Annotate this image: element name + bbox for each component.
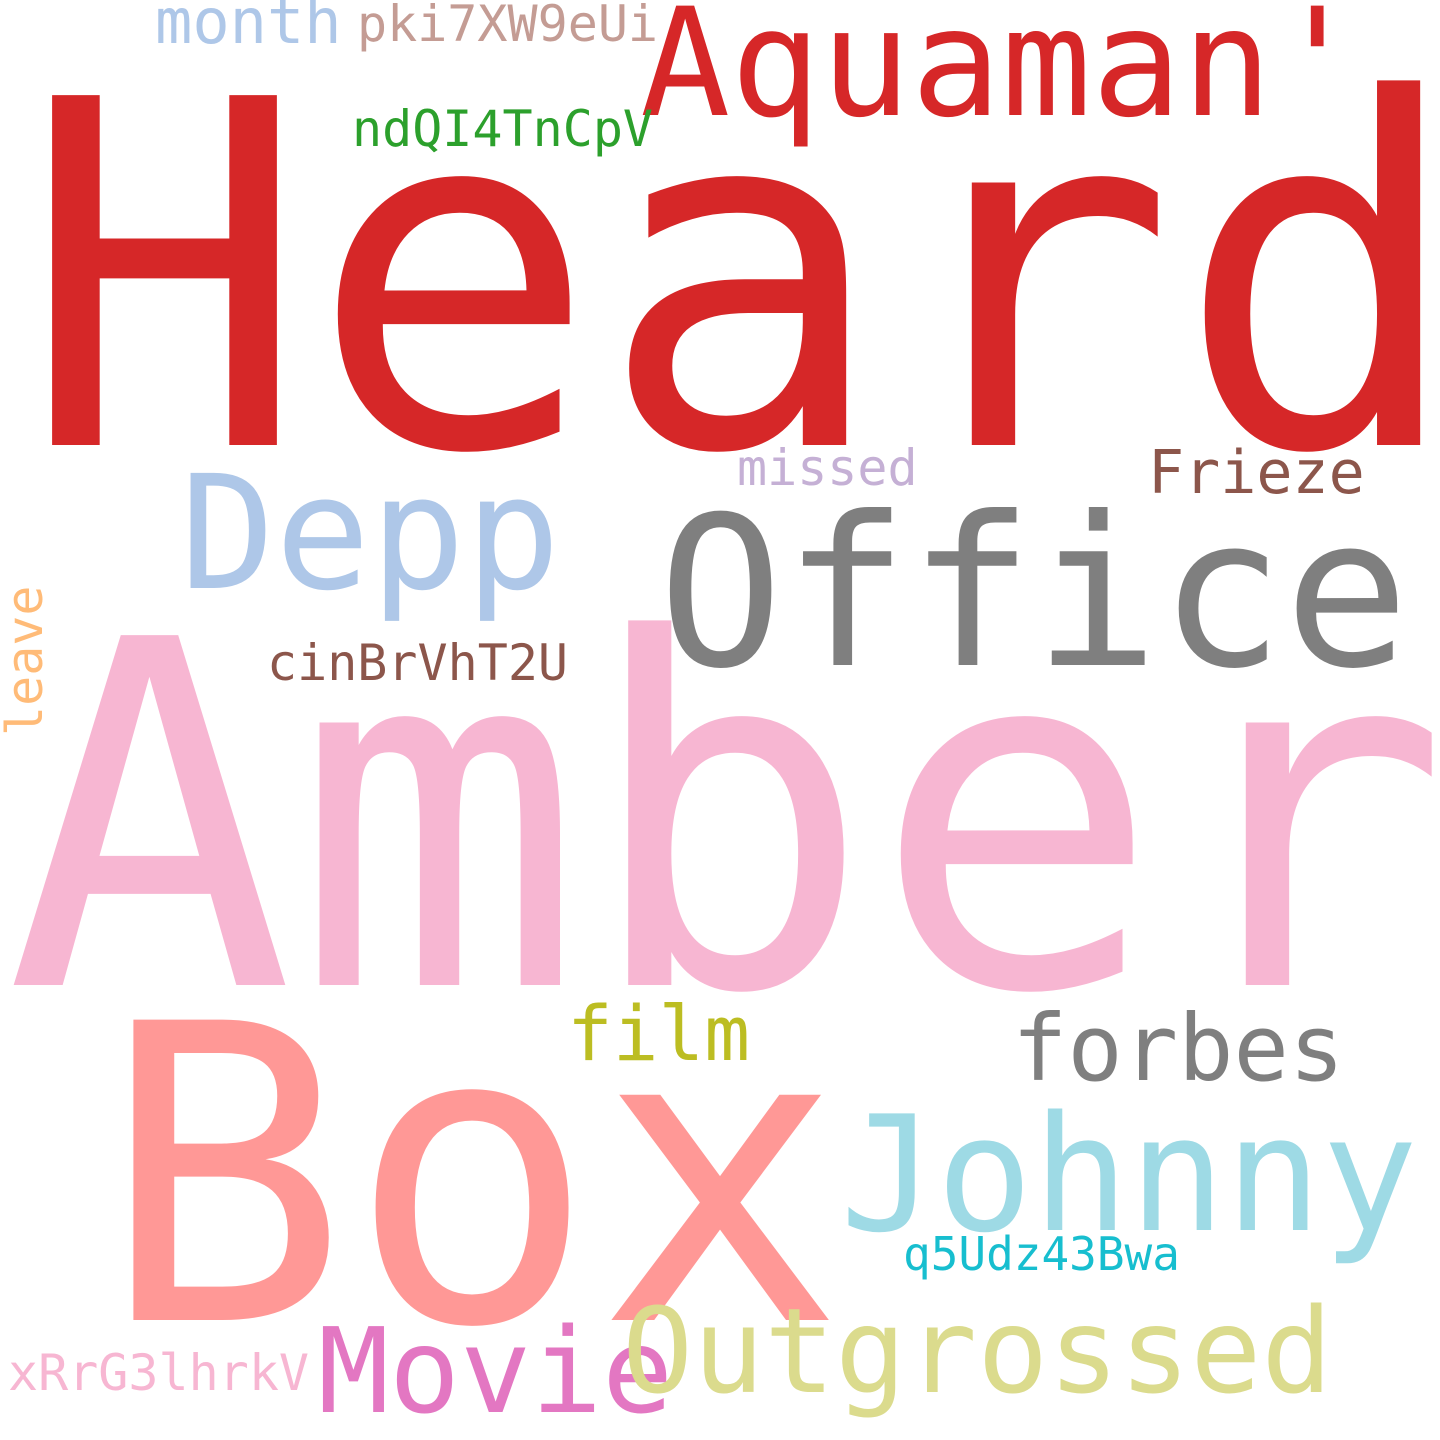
word-forbes: forbes bbox=[1012, 995, 1344, 1102]
word-missed: missed bbox=[737, 439, 918, 497]
word-cinbr: cinBrVhT2U bbox=[267, 634, 568, 692]
word-pki7: pki7XW9eUi bbox=[357, 0, 658, 53]
word-amber: Amber bbox=[5, 540, 1440, 1099]
word-box: Box bbox=[100, 939, 844, 1418]
word-leave: leave bbox=[0, 585, 54, 736]
word-johnny: Johnny bbox=[840, 1081, 1418, 1268]
word-ndqi: ndQI4TnCpV bbox=[352, 100, 653, 158]
word-outgrossed: Outgrossed bbox=[622, 1282, 1332, 1420]
word-month: month bbox=[155, 0, 342, 58]
word-heard: Heard bbox=[20, 0, 1440, 559]
word-office: Office bbox=[658, 473, 1409, 715]
word-xrrg: xRrG3lhrkV bbox=[8, 1344, 309, 1402]
word-movie: Movie bbox=[318, 1302, 673, 1440]
word-q5udz: q5Udz43Bwa bbox=[903, 1227, 1180, 1281]
word-depp: Depp bbox=[180, 442, 561, 626]
word-film: film bbox=[567, 989, 750, 1078]
word-aquaman: Aquaman' bbox=[640, 0, 1362, 151]
word-frieze: Frieze bbox=[1148, 438, 1365, 508]
